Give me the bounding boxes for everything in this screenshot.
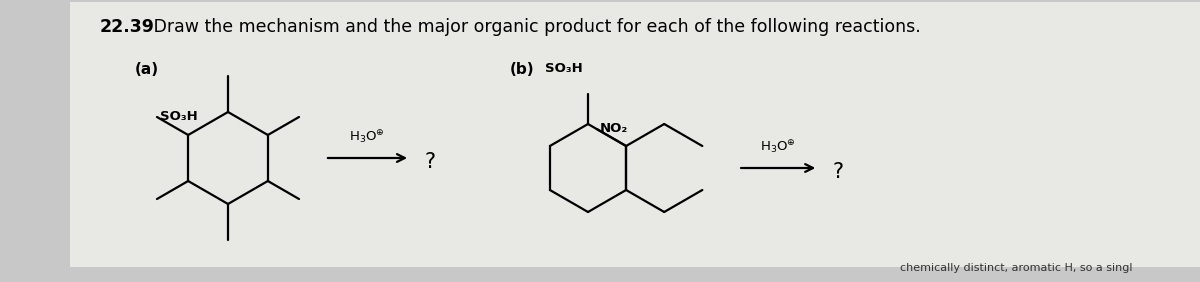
Text: SO₃H: SO₃H [160, 111, 198, 124]
Text: (b): (b) [510, 62, 535, 77]
Text: chemically distinct, aromatic H, so a singl: chemically distinct, aromatic H, so a si… [900, 263, 1133, 273]
Text: ?: ? [833, 162, 844, 182]
Text: Draw the mechanism and the major organic product for each of the following react: Draw the mechanism and the major organic… [148, 18, 920, 36]
Text: H$_3$O$^{\oplus}$: H$_3$O$^{\oplus}$ [760, 139, 796, 156]
Text: NO₂: NO₂ [600, 122, 628, 135]
Text: (a): (a) [134, 62, 160, 77]
Text: ?: ? [424, 152, 436, 172]
Text: H$_3$O$^{\oplus}$: H$_3$O$^{\oplus}$ [349, 129, 385, 146]
Text: 22.39: 22.39 [100, 18, 155, 36]
Text: SO₃H: SO₃H [545, 62, 583, 75]
FancyBboxPatch shape [70, 2, 1200, 267]
